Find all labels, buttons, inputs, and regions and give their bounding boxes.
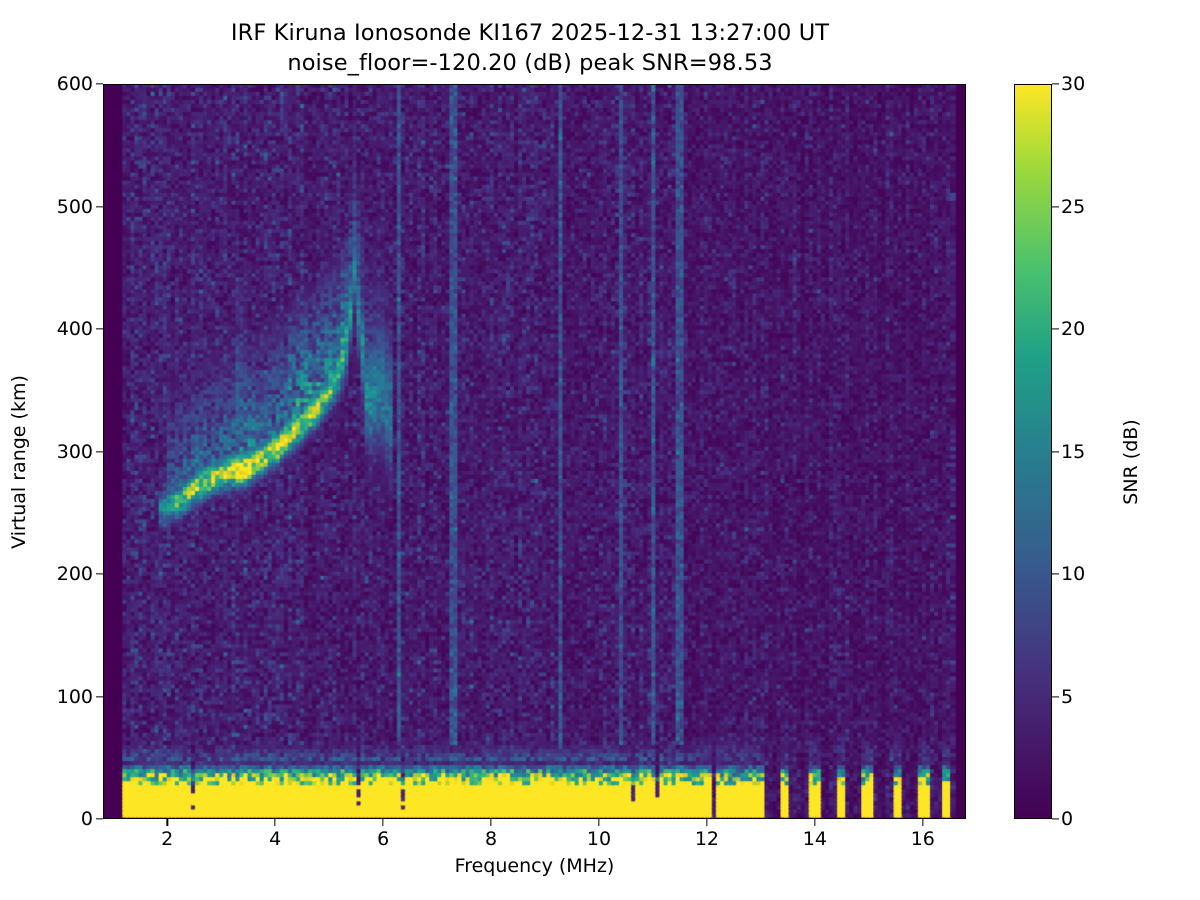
colorbar-tick-mark: [1052, 83, 1059, 85]
colorbar-tick-mark: [1052, 573, 1059, 575]
colorbar-tick-label: 0: [1061, 808, 1074, 830]
x-tick-label: 14: [802, 828, 827, 850]
y-tick-label: 0: [80, 808, 93, 830]
y-tick-label: 200: [56, 563, 93, 585]
colorbar-tick-label: 10: [1061, 563, 1086, 585]
colorbar-tick-label: 25: [1061, 195, 1086, 218]
ionogram-plot-area: [103, 84, 966, 819]
y-tick-label: 100: [56, 685, 93, 708]
y-tick-label: 500: [56, 195, 93, 218]
y-axis-label: Virtual range (km): [8, 375, 30, 549]
colorbar-tick-label: 5: [1061, 685, 1074, 708]
y-tick-mark: [96, 83, 103, 85]
figure-title: IRF Kiruna Ionosonde KI167 2025-12-31 13…: [0, 18, 1060, 78]
y-tick-mark: [96, 695, 103, 698]
x-tick-label: 12: [694, 828, 720, 850]
y-tick-mark: [96, 205, 103, 208]
x-axis-label: Frequency (MHz): [454, 855, 615, 877]
y-tick-label: 300: [56, 440, 93, 463]
colorbar-tick-label: 15: [1061, 440, 1086, 463]
x-tick-mark: [490, 819, 492, 826]
x-tick-mark: [922, 819, 924, 826]
colorbar-tick-label: 20: [1061, 318, 1086, 340]
x-tick-label: 4: [269, 828, 282, 850]
ionogram-heatmap: [104, 85, 965, 818]
x-tick-mark: [706, 819, 708, 826]
y-tick-label: 600: [56, 73, 93, 95]
x-tick-label: 6: [377, 828, 390, 850]
colorbar-tick-label: 30: [1061, 73, 1086, 95]
colorbar-label: SNR (dB): [1120, 419, 1142, 505]
x-tick-label: 8: [485, 828, 498, 850]
x-tick-label: 10: [586, 828, 612, 850]
x-tick-mark: [274, 819, 276, 826]
y-tick-mark: [96, 328, 103, 330]
colorbar-tick-mark: [1052, 328, 1059, 330]
x-tick-label: 2: [161, 828, 174, 850]
colorbar-tick-mark: [1052, 450, 1059, 453]
y-tick-label: 400: [56, 318, 93, 340]
figure-title-line2: noise_floor=-120.20 (dB) peak SNR=98.53: [287, 50, 773, 76]
y-tick-mark: [96, 818, 103, 820]
colorbar-tick-mark: [1052, 205, 1059, 208]
colorbar-tick-mark: [1052, 818, 1059, 820]
figure-title-line1: IRF Kiruna Ionosonde KI167 2025-12-31 13…: [230, 20, 830, 46]
x-tick-mark: [814, 819, 816, 826]
x-tick-mark: [166, 819, 168, 826]
x-tick-mark: [382, 819, 384, 826]
colorbar: [1014, 84, 1052, 819]
colorbar-tick-mark: [1052, 695, 1059, 698]
x-tick-mark: [598, 819, 600, 826]
y-tick-mark: [96, 450, 103, 453]
x-tick-label: 16: [910, 828, 935, 850]
y-tick-mark: [96, 573, 103, 575]
